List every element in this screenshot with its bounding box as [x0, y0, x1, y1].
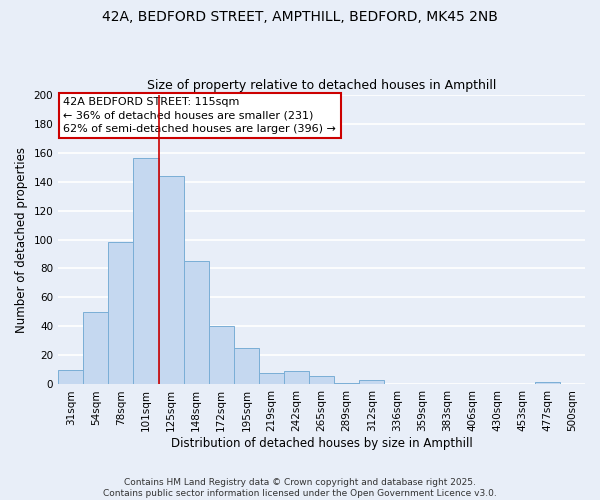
Text: 42A BEDFORD STREET: 115sqm
← 36% of detached houses are smaller (231)
62% of sem: 42A BEDFORD STREET: 115sqm ← 36% of deta… [64, 98, 337, 134]
Bar [83, 312, 109, 384]
Bar [58, 370, 83, 384]
Text: Contains HM Land Registry data © Crown copyright and database right 2025.
Contai: Contains HM Land Registry data © Crown c… [103, 478, 497, 498]
Text: 42A, BEDFORD STREET, AMPTHILL, BEDFORD, MK45 2NB: 42A, BEDFORD STREET, AMPTHILL, BEDFORD, … [102, 10, 498, 24]
Bar [334, 383, 359, 384]
Bar [133, 158, 158, 384]
Bar [158, 176, 184, 384]
Bar [309, 376, 334, 384]
Bar [184, 261, 209, 384]
Title: Size of property relative to detached houses in Ampthill: Size of property relative to detached ho… [147, 79, 496, 92]
Bar [359, 380, 385, 384]
Y-axis label: Number of detached properties: Number of detached properties [15, 146, 28, 332]
Bar [259, 373, 284, 384]
Bar [535, 382, 560, 384]
Bar [234, 348, 259, 385]
Bar [109, 242, 133, 384]
Bar [284, 372, 309, 384]
Bar [209, 326, 234, 384]
X-axis label: Distribution of detached houses by size in Ampthill: Distribution of detached houses by size … [171, 437, 472, 450]
